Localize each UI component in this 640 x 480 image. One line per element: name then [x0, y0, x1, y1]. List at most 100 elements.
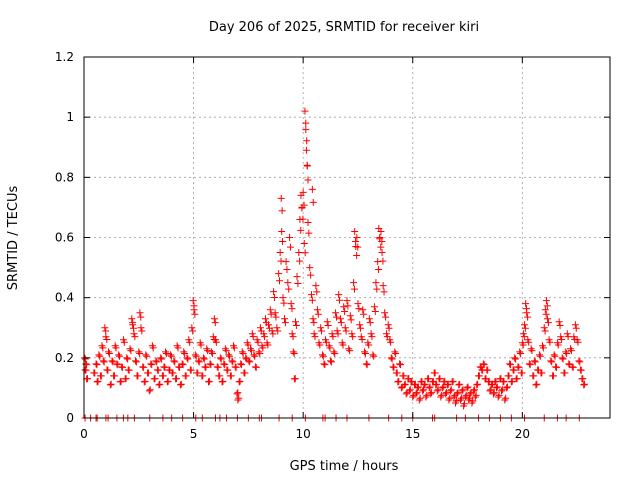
data-point	[155, 381, 163, 389]
data-point	[95, 351, 103, 359]
data-point	[305, 229, 313, 237]
data-point	[426, 383, 434, 391]
data-point	[558, 335, 566, 343]
data-point	[260, 330, 268, 338]
data-point	[237, 360, 245, 368]
data-point	[310, 319, 318, 327]
x-tick-label: 10	[296, 427, 311, 441]
data-point	[295, 249, 303, 257]
data-point	[152, 357, 160, 365]
data-point	[286, 243, 294, 251]
data-point	[329, 333, 337, 341]
data-point	[300, 240, 308, 248]
data-point	[255, 348, 263, 356]
data-point	[492, 384, 500, 392]
data-point	[131, 333, 139, 341]
data-point	[314, 310, 322, 318]
data-point	[261, 315, 269, 323]
data-point	[242, 354, 250, 362]
data-point	[340, 303, 348, 311]
data-point	[495, 391, 503, 399]
data-point	[210, 315, 218, 323]
data-point	[354, 243, 362, 251]
data-point	[366, 319, 374, 327]
data-point	[581, 380, 589, 388]
data-point	[200, 355, 208, 363]
data-point	[575, 357, 583, 365]
data-point	[107, 380, 115, 388]
data-point	[319, 352, 327, 360]
data-point	[278, 207, 286, 215]
data-point	[317, 324, 325, 332]
data-point	[531, 358, 539, 366]
data-point	[142, 351, 150, 359]
data-point	[489, 390, 497, 398]
data-point	[290, 349, 298, 357]
data-point	[457, 394, 465, 402]
data-point	[247, 347, 255, 355]
data-point	[520, 333, 528, 341]
data-point	[270, 293, 278, 301]
data-point	[224, 366, 232, 374]
data-point	[308, 185, 316, 193]
data-point	[238, 348, 246, 356]
data-point	[105, 349, 113, 357]
data-point	[571, 321, 579, 329]
data-point	[546, 338, 554, 346]
data-point	[419, 386, 427, 394]
data-point	[189, 327, 197, 335]
data-point	[458, 387, 466, 395]
data-point	[135, 348, 143, 356]
data-point	[528, 347, 536, 355]
data-point	[357, 324, 365, 332]
y-tick-label: 1.2	[55, 50, 74, 64]
data-point	[425, 375, 433, 383]
data-point	[244, 341, 252, 349]
data-point	[390, 363, 398, 371]
data-point	[553, 363, 561, 371]
data-point	[375, 266, 383, 274]
data-point	[532, 381, 540, 389]
data-point	[365, 315, 373, 323]
data-point	[379, 282, 387, 290]
data-point	[250, 351, 258, 359]
data-point	[422, 393, 430, 401]
data-point	[433, 380, 441, 388]
data-point	[402, 390, 410, 398]
data-point	[563, 330, 571, 338]
data-point	[576, 358, 584, 366]
data-point	[284, 279, 292, 287]
data-point	[226, 352, 234, 360]
data-point	[230, 344, 238, 352]
data-point	[465, 396, 473, 404]
data-point	[554, 341, 562, 349]
data-point	[97, 372, 105, 380]
data-point	[332, 313, 340, 321]
data-point	[235, 394, 243, 402]
data-point	[492, 377, 500, 385]
data-point	[94, 377, 102, 385]
y-tick-label: 0	[66, 411, 74, 425]
data-point	[238, 361, 246, 369]
data-point	[304, 176, 312, 184]
data-point	[246, 358, 254, 366]
data-point	[327, 358, 335, 366]
data-point	[178, 360, 186, 368]
data-point	[188, 324, 196, 332]
data-point	[164, 377, 172, 385]
data-point	[222, 347, 230, 355]
data-point	[367, 330, 375, 338]
data-point	[186, 338, 194, 346]
data-point	[202, 363, 210, 371]
data-point	[191, 351, 199, 359]
data-point	[180, 348, 188, 356]
data-point	[128, 315, 136, 323]
data-point	[461, 393, 469, 401]
data-point	[488, 381, 496, 389]
data-point	[144, 369, 152, 377]
data-point	[213, 363, 221, 371]
data-point	[362, 360, 370, 368]
data-point	[127, 347, 135, 355]
data-point	[114, 361, 122, 369]
data-point	[307, 291, 315, 299]
